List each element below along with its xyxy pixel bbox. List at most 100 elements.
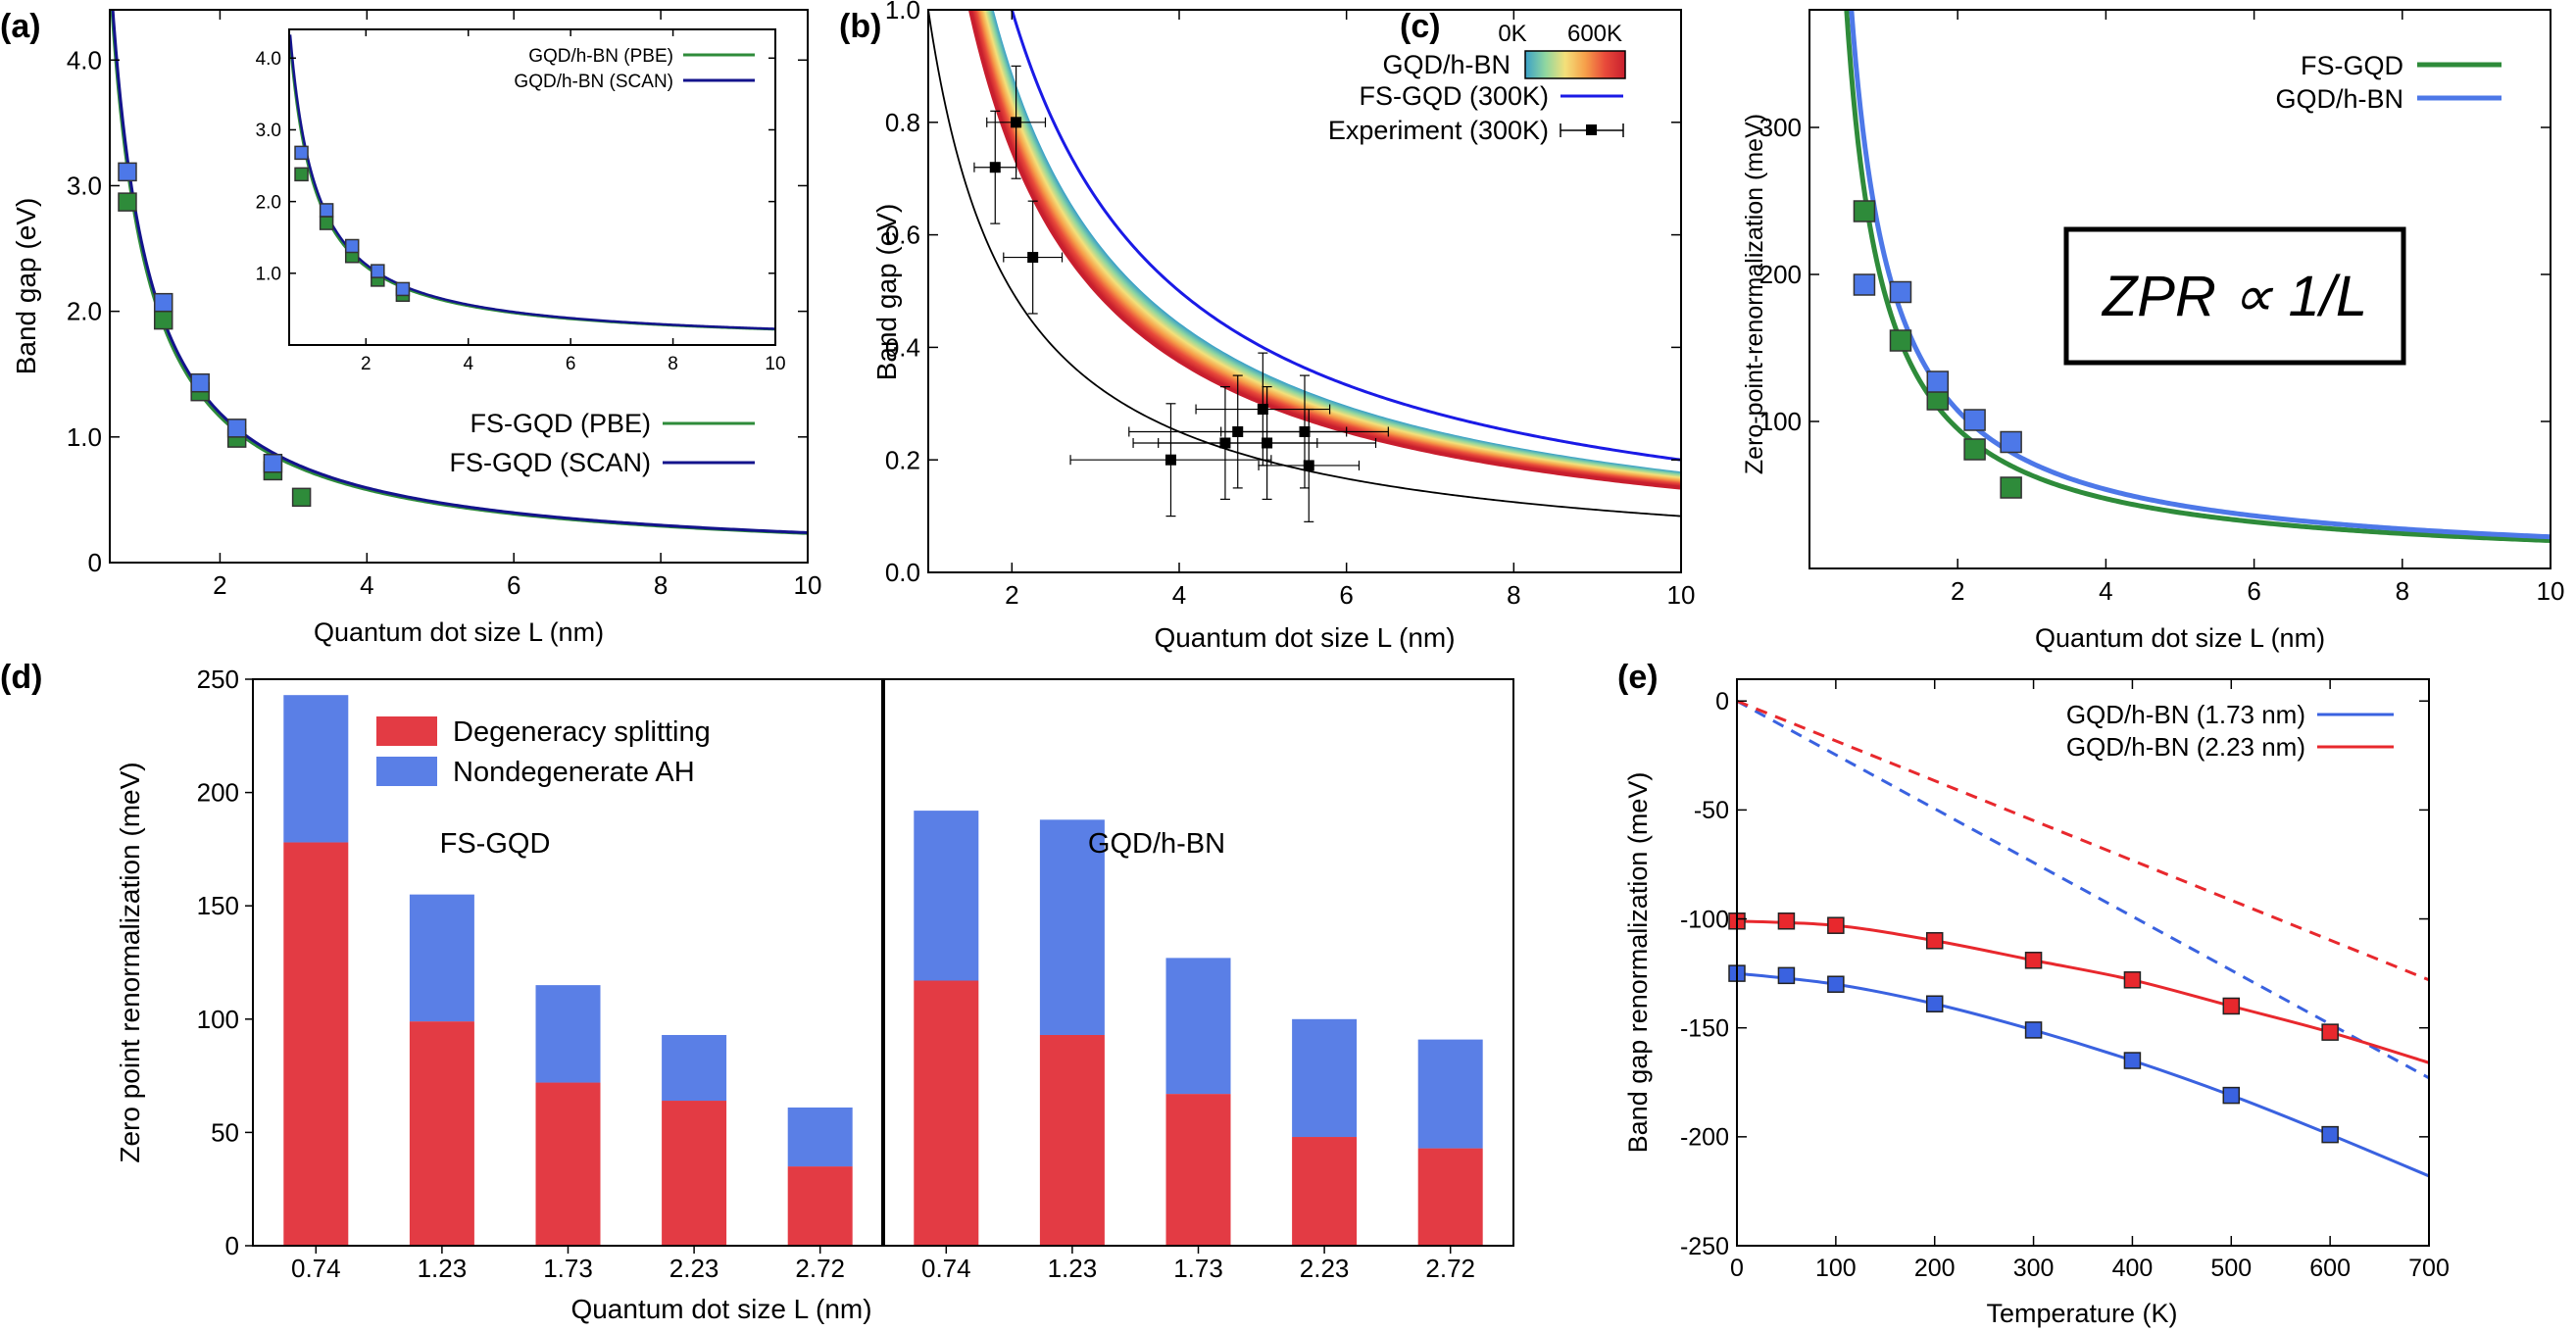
zpr-annotation-box xyxy=(2063,226,2406,366)
y-tick-label: 300 xyxy=(1759,113,1802,142)
group-label-bn: GQD/h-BN xyxy=(1088,828,1225,860)
group-label-fs: FS-GQD xyxy=(440,828,551,860)
point-GQD/h-BN (1.73 nm) xyxy=(1827,975,1845,993)
legend-b-fs: FS-GQD (300K) xyxy=(1359,81,1549,111)
exp-point xyxy=(1027,252,1039,264)
point-fs-scan xyxy=(263,453,283,473)
point-GQD/h-BN (1.73 nm) xyxy=(1925,995,1944,1012)
x-tick-label: 10 xyxy=(1667,580,1696,610)
dashed-GQD/h-BN (1.73 nm) xyxy=(1737,699,2429,1080)
inset-point-scan xyxy=(294,145,309,161)
curve-GQD/h-BN xyxy=(1849,10,2551,540)
bar-degeneracy xyxy=(914,980,979,1246)
x-tick-label: 8 xyxy=(1507,580,1520,610)
y-tick-label: 0.4 xyxy=(885,333,920,363)
panel-b-xlabel: Quantum dot size L (nm) xyxy=(1154,622,1455,653)
point-GQD/h-BN (1.73 nm) xyxy=(2123,1052,2142,1069)
bar-nondegenerate xyxy=(787,1107,853,1167)
legend-e-173: GQD/h-BN (1.73 nm) xyxy=(2066,700,2305,729)
panel-d-legend: Degeneracy splitting Nondegenerate AH xyxy=(376,716,711,788)
panel-a-frame xyxy=(109,9,809,564)
panel-e-legend: GQD/h-BN (1.73 nm) GQD/h-BN (2.23 nm) xyxy=(2066,700,2394,762)
x-tick-label: 2.72 xyxy=(795,1254,845,1283)
panel-b-ylabel: Band gap (eV) xyxy=(871,204,902,381)
bar-degeneracy xyxy=(283,842,349,1246)
bar-degeneracy xyxy=(535,1082,601,1246)
colorbar-max-label: 600K xyxy=(1567,21,1622,47)
panel-d-xlabel: Quantum dot size L (nm) xyxy=(570,1294,871,1324)
panel-b-legend: 0K 600K GQD/h-BN FS-GQD (300K) Experimen… xyxy=(1328,21,1626,145)
curve-GQD/h-BN (1.73 nm) xyxy=(1737,971,2429,1178)
point-fs-pbe xyxy=(291,487,312,508)
point-GQD/h-BN (2.23 nm) xyxy=(2123,971,2142,989)
x-tick-label: 10 xyxy=(2537,576,2565,606)
y-tick-label: -200 xyxy=(1680,1124,1729,1152)
inset-point-pbe xyxy=(319,216,334,230)
inset-frame xyxy=(288,28,776,346)
legend-a-fs-scan: FS-GQD (SCAN) xyxy=(450,448,652,477)
legend-d-blue-label: Nondegenerate AH xyxy=(453,757,695,788)
y-tick-label: -150 xyxy=(1680,1014,1729,1042)
x-tick-label: 400 xyxy=(2112,1255,2154,1282)
x-tick-label: 2 xyxy=(1005,580,1018,610)
panel-d-ylabel: Zero point renormalization (meV) xyxy=(115,762,145,1162)
bar-degeneracy xyxy=(787,1166,853,1246)
panel-c: (c) 2 4 6 8 10 100 200 300 Quantum dot size L (… xyxy=(1400,8,2565,653)
bar-degeneracy xyxy=(1039,1034,1105,1246)
x-tick-label: 200 xyxy=(1914,1255,1956,1282)
legend-d-red xyxy=(376,716,437,746)
y-tick-label: 0.2 xyxy=(885,445,920,474)
panel-a-ylabel: Band gap (eV) xyxy=(11,198,41,375)
legend-b-exp-marker xyxy=(1586,124,1597,135)
y-tick-label: 0.0 xyxy=(885,558,920,587)
legend-inset-pbe: GQD/h-BN (PBE) xyxy=(528,46,673,67)
y-tick-label: 200 xyxy=(1759,260,1802,289)
legend-b-exp: Experiment (300K) xyxy=(1328,116,1549,145)
panel-a-label: (a) xyxy=(0,8,41,45)
panel-e-xlabel: Temperature (K) xyxy=(1986,1299,2177,1328)
point-GQD/h-BN (1.73 nm) xyxy=(2321,1125,2339,1144)
panel-b-label: (b) xyxy=(839,8,881,45)
y-tick-label: 3.0 xyxy=(67,172,102,201)
x-tick-label: 2 xyxy=(213,570,226,600)
y-tick-label: 1.0 xyxy=(885,0,920,25)
bar-nondegenerate xyxy=(914,811,979,981)
inset-point-scan xyxy=(395,281,411,297)
bar-degeneracy xyxy=(1165,1094,1231,1246)
point-fs xyxy=(1963,438,1986,461)
x-tick-label: 700 xyxy=(2408,1255,2450,1282)
panel-c-legend: FS-GQD GQD/h-BN xyxy=(2275,51,2502,114)
point-GQD/h-BN (1.73 nm) xyxy=(2222,1086,2241,1105)
x-tick-label: 2 xyxy=(1951,576,1964,606)
panel-d-label: (d) xyxy=(0,659,42,696)
y-tick-label: 0.8 xyxy=(885,108,920,137)
exp-point xyxy=(1164,454,1176,466)
panel-a-legend: FS-GQD (PBE) FS-GQD (SCAN) xyxy=(450,409,755,477)
x-tick-label: 0.74 xyxy=(921,1254,971,1283)
x-tick-label: 2.23 xyxy=(669,1254,719,1283)
point-bn xyxy=(1926,370,1950,393)
bar-nondegenerate xyxy=(1292,1018,1358,1138)
y-tick-label: 0.6 xyxy=(885,221,920,250)
colorbar xyxy=(1524,50,1626,79)
bar-nondegenerate xyxy=(409,894,474,1022)
y-tick-label: 1.0 xyxy=(256,264,281,284)
x-tick-label: 4 xyxy=(360,570,373,600)
panel-e: (e) 0 100 200 300 400 500 600 700 0 -50 -100 -150 -2… xyxy=(1617,659,2450,1328)
y-tick-label: 250 xyxy=(197,665,239,694)
x-tick-label: 6 xyxy=(2247,576,2260,606)
x-tick-label: 4 xyxy=(463,354,473,374)
colorbar-min-label: 0K xyxy=(1498,21,1526,47)
bar-degeneracy xyxy=(409,1021,474,1246)
curve-fs-300k xyxy=(1010,10,1681,462)
x-tick-label: 6 xyxy=(566,354,576,374)
x-tick-label: 2.23 xyxy=(1300,1254,1350,1283)
point-GQD/h-BN (1.73 nm) xyxy=(2024,1021,2043,1039)
y-tick-label: 1.0 xyxy=(67,422,102,452)
y-tick-label: 4.0 xyxy=(256,49,281,70)
panel-a: (a) 2 4 6 8 10 0 1.0 2.0 3.0 4.0 Quantum dot size… xyxy=(0,8,821,647)
point-fs-scan xyxy=(190,372,210,393)
y-tick-label: 2.0 xyxy=(256,192,281,213)
panel-c-xlabel: Quantum dot size L (nm) xyxy=(2035,623,2325,653)
point-fs xyxy=(2000,476,2022,499)
